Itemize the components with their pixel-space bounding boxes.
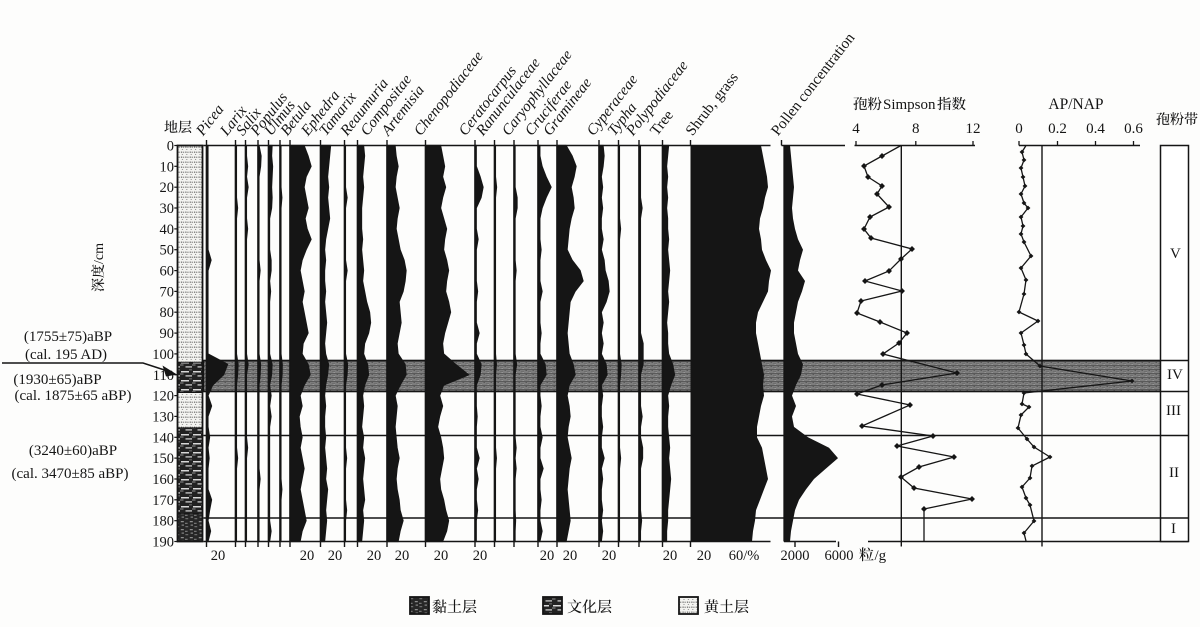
svg-text:10: 10 xyxy=(160,159,175,175)
svg-text:/g: /g xyxy=(875,548,887,564)
svg-text:III: III xyxy=(1166,403,1181,419)
svg-text:160: 160 xyxy=(152,472,174,488)
svg-text:4: 4 xyxy=(852,121,860,137)
svg-text:20: 20 xyxy=(563,548,578,564)
svg-text:/cm: /cm xyxy=(92,243,107,264)
svg-text:Simpson: Simpson xyxy=(883,97,936,113)
svg-text:0.2: 0.2 xyxy=(1048,121,1067,137)
svg-text:60/%: 60/% xyxy=(729,548,760,564)
svg-text:190: 190 xyxy=(152,535,174,551)
svg-text:170: 170 xyxy=(152,493,174,509)
svg-text:8: 8 xyxy=(912,121,920,137)
svg-text:V: V xyxy=(1170,246,1181,262)
svg-text:2000: 2000 xyxy=(781,548,810,564)
svg-text:(cal. 195 AD): (cal. 195 AD) xyxy=(25,347,107,363)
svg-text:20: 20 xyxy=(663,548,678,564)
svg-text:40: 40 xyxy=(160,222,175,238)
svg-text:12: 12 xyxy=(966,121,981,137)
svg-text:30: 30 xyxy=(160,201,175,217)
svg-text:50: 50 xyxy=(160,243,175,259)
svg-text:20: 20 xyxy=(434,548,449,564)
svg-text:130: 130 xyxy=(152,409,174,425)
svg-text:0: 0 xyxy=(167,139,174,155)
svg-text:20: 20 xyxy=(367,548,382,564)
svg-text:(cal. 1875±65 aBP): (cal. 1875±65 aBP) xyxy=(15,388,132,404)
svg-text:140: 140 xyxy=(152,430,174,446)
svg-text:AP/NAP: AP/NAP xyxy=(1048,96,1103,113)
svg-text:IV: IV xyxy=(1167,367,1183,383)
svg-text:20: 20 xyxy=(300,548,315,564)
svg-text:60: 60 xyxy=(160,264,175,280)
svg-text:II: II xyxy=(1169,465,1179,481)
svg-text:(3240±60)aBP: (3240±60)aBP xyxy=(29,443,117,459)
svg-text:70: 70 xyxy=(160,284,175,300)
svg-text:90: 90 xyxy=(160,326,175,342)
svg-text:180: 180 xyxy=(152,514,174,530)
svg-text:0.4: 0.4 xyxy=(1086,121,1105,137)
svg-text:(1930±65)aBP: (1930±65)aBP xyxy=(13,372,101,388)
svg-text:0.6: 0.6 xyxy=(1124,121,1143,137)
svg-text:100: 100 xyxy=(152,347,174,363)
svg-text:20: 20 xyxy=(697,548,712,564)
svg-text:110: 110 xyxy=(153,368,174,384)
svg-text:6000: 6000 xyxy=(825,548,854,564)
svg-text:20: 20 xyxy=(395,548,410,564)
svg-text:(1755±75)aBP: (1755±75)aBP xyxy=(24,329,112,345)
svg-text:20: 20 xyxy=(602,548,617,564)
svg-text:20: 20 xyxy=(473,548,488,564)
svg-text:I: I xyxy=(1171,521,1176,537)
svg-text:20: 20 xyxy=(328,548,343,564)
svg-text:20: 20 xyxy=(211,548,226,564)
svg-text:120: 120 xyxy=(152,389,174,405)
svg-text:0: 0 xyxy=(1015,121,1023,137)
svg-text:80: 80 xyxy=(160,305,175,321)
svg-text:20: 20 xyxy=(540,548,555,564)
svg-text:(cal. 3470±85 aBP): (cal. 3470±85 aBP) xyxy=(12,466,129,482)
svg-text:20: 20 xyxy=(160,180,175,196)
svg-text:150: 150 xyxy=(152,451,174,467)
